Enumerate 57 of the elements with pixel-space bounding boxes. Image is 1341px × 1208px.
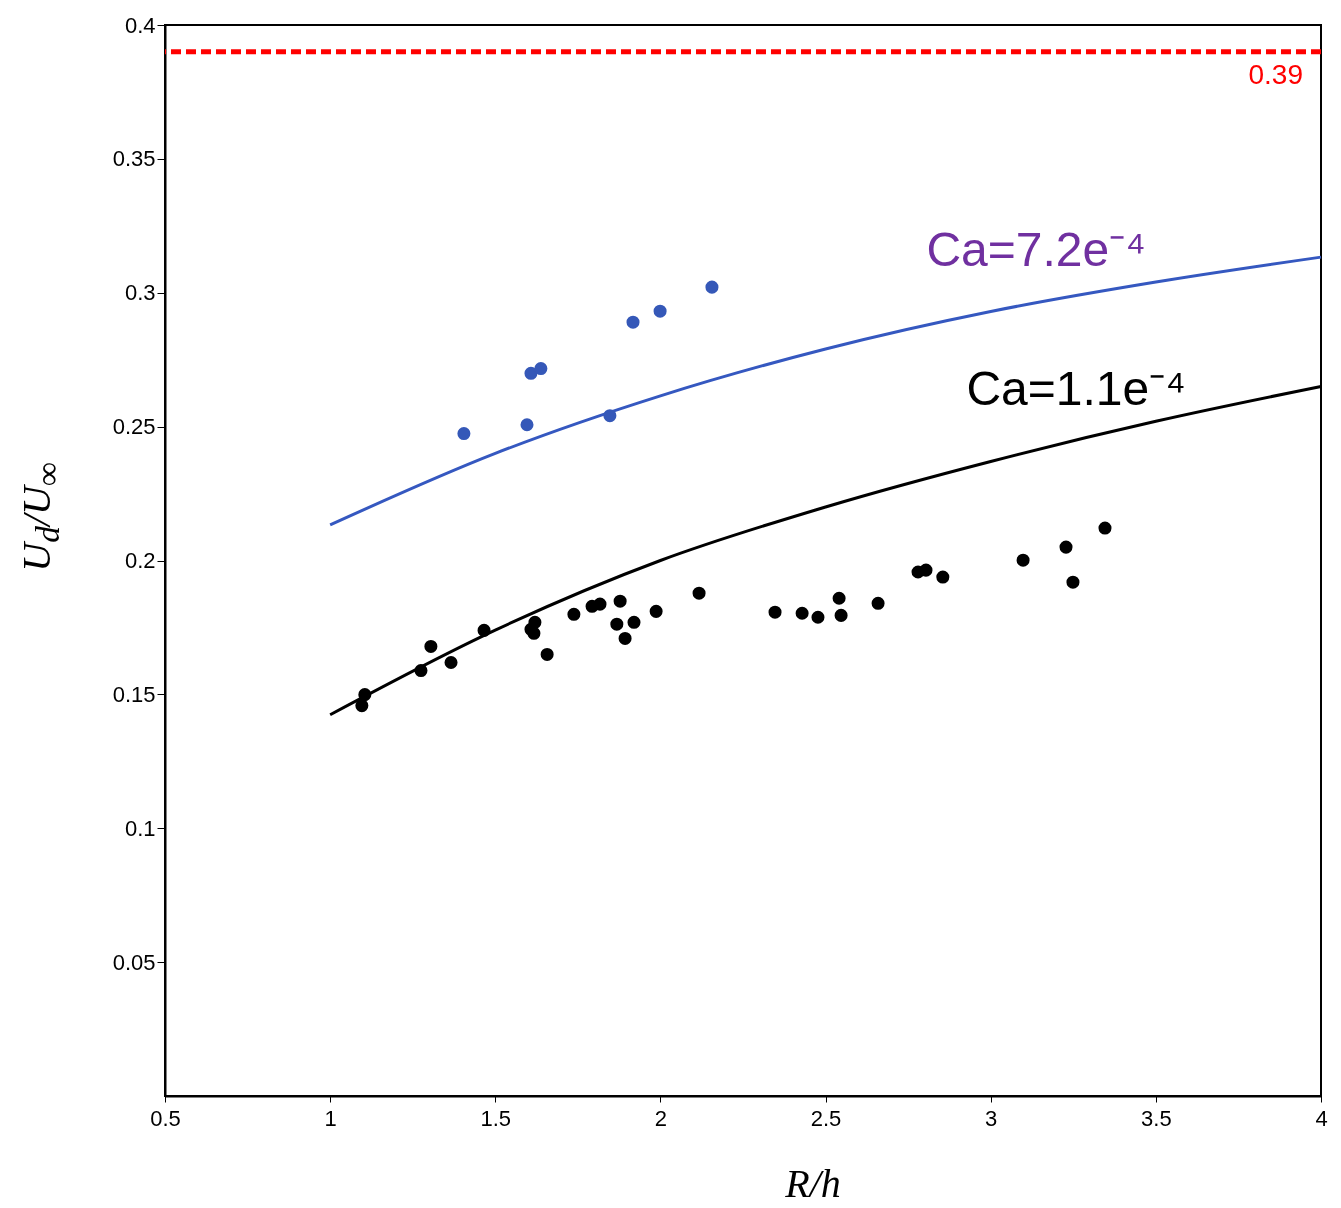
point [477,623,491,637]
point [593,597,607,611]
y-tick-label: 0.35 [112,146,156,172]
point [1016,553,1030,567]
x-tick-label: 3 [985,1105,998,1131]
y-tick-label: 0.4 [124,12,156,38]
point [811,610,825,624]
annotation: Ca=1.1e⁻⁴ [966,362,1186,416]
y-tick-label: 0.05 [112,949,156,975]
x-tick-label: 4 [1315,1105,1328,1131]
point [540,647,554,661]
point [795,606,809,620]
ref-line-label: 0.39 [1248,58,1303,90]
point [919,563,933,577]
point [653,304,667,318]
point [649,604,663,618]
point [705,280,719,294]
point [834,608,848,622]
point [618,631,632,645]
point [567,607,581,621]
y-tick-label: 0.15 [112,681,156,707]
x-tick-label: 1.5 [480,1105,512,1131]
point [692,586,706,600]
point [871,596,885,610]
point [610,617,624,631]
point [613,594,627,608]
y-tick-label: 0.2 [124,548,156,573]
point [626,315,640,329]
point [1059,540,1073,554]
point [457,427,471,441]
point [444,656,458,670]
y-tick-label: 0.1 [124,815,156,841]
point [520,418,534,432]
y-tick-label: 0.3 [124,280,156,306]
x-tick-label: 2 [654,1105,668,1131]
point [832,591,846,605]
point [1066,575,1080,589]
x-tick-label: 3.5 [1141,1105,1172,1131]
annotation: Ca=7.2e⁻⁴ [926,223,1146,277]
point [1098,521,1112,535]
point [528,615,542,629]
x-tick-label: 2.5 [810,1105,842,1131]
x-axis-title: R/h [784,1160,842,1207]
x-tick-label: 0.5 [150,1105,181,1131]
point [768,605,782,619]
point [603,409,617,423]
point [534,362,548,376]
point [627,615,641,629]
point [527,626,541,640]
point [414,664,428,678]
x-tick-label: 1 [324,1105,337,1131]
point [358,688,372,702]
point [355,699,369,713]
point [936,570,950,584]
point [524,366,538,380]
y-tick-label: 0.25 [112,414,156,440]
point [424,639,438,653]
